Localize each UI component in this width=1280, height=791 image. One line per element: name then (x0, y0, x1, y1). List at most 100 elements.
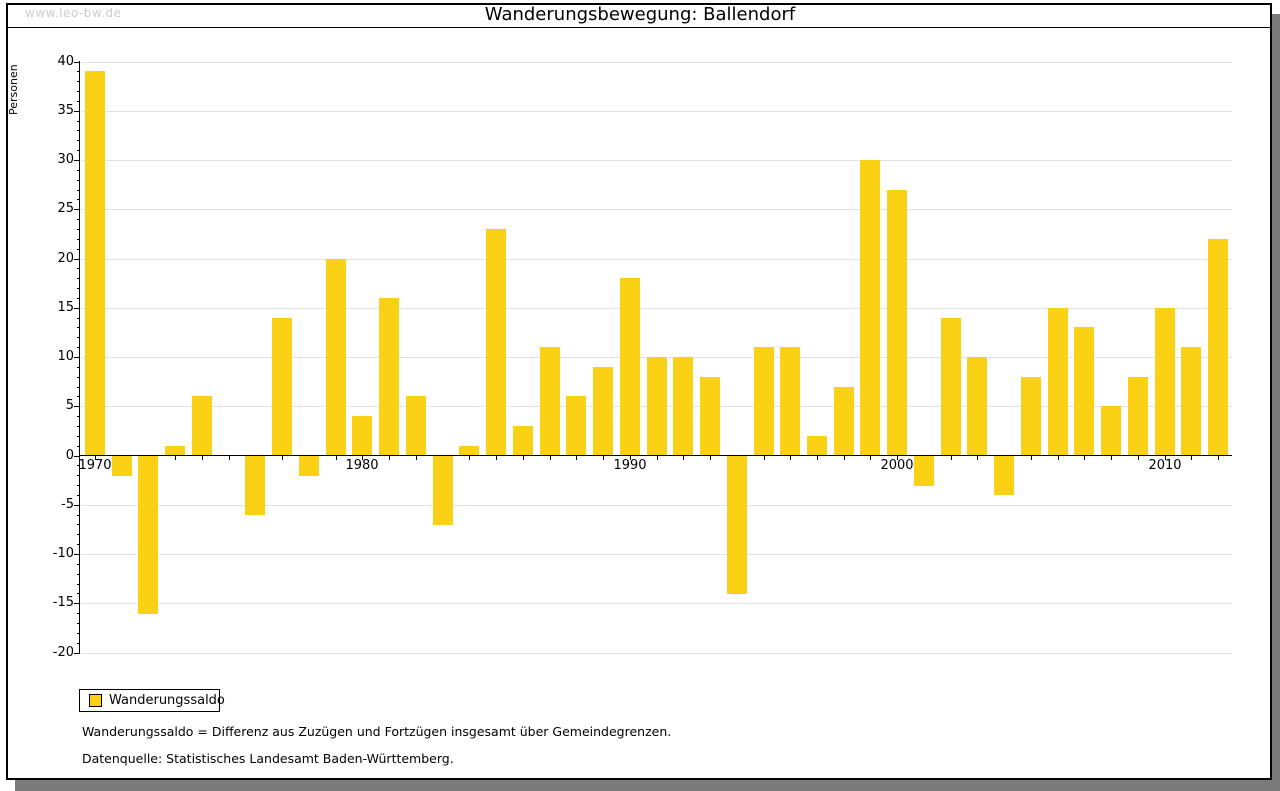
y-minor-tick (77, 249, 80, 250)
legend-label: Wanderungssaldo (109, 693, 225, 708)
x-tick-1974 (202, 456, 203, 460)
y-minor-tick (77, 180, 80, 181)
bar-1974 (192, 396, 212, 455)
y-minor-tick (77, 318, 80, 319)
bar-2009 (1128, 377, 1148, 456)
y-minor-tick (77, 367, 80, 368)
y-minor-tick (77, 584, 80, 585)
bar-2002 (941, 318, 961, 456)
x-tick-1998 (844, 456, 845, 460)
y-minor-tick (77, 298, 80, 299)
x-tick-1999 (870, 456, 871, 460)
y-tick-label-25: 25 (57, 201, 74, 216)
y-major-tick (74, 111, 80, 112)
y-major-tick (74, 160, 80, 161)
x-tick-1989 (603, 456, 604, 460)
y-tick-label--5: -5 (61, 497, 74, 512)
y-tick-label-5: 5 (65, 398, 74, 413)
bar-1985 (486, 229, 506, 456)
y-minor-tick (77, 337, 80, 338)
gridline-y--5 (81, 505, 1232, 506)
gridline-y-30 (81, 160, 1232, 161)
y-minor-tick (77, 327, 80, 328)
bar-1986 (513, 426, 533, 456)
footnote-definition: Wanderungssaldo = Differenz aus Zuzügen … (82, 724, 672, 739)
y-minor-tick (77, 219, 80, 220)
bar-2006 (1048, 308, 1068, 456)
y-tick-label-10: 10 (57, 349, 74, 364)
x-tick-label-1980: 1980 (345, 458, 379, 473)
bar-1977 (272, 318, 292, 456)
bar-1998 (834, 387, 854, 456)
bar-1973 (165, 446, 185, 456)
x-tick-2002 (951, 456, 952, 460)
bar-1987 (540, 347, 560, 455)
bar-1982 (406, 396, 426, 455)
footnote-source: Datenquelle: Statistisches Landesamt Bad… (82, 751, 454, 766)
y-minor-tick (77, 485, 80, 486)
x-tick-2007 (1084, 456, 1085, 460)
bar-1995 (754, 347, 774, 455)
y-minor-tick (77, 199, 80, 200)
x-tick-2000 (897, 456, 898, 460)
y-major-tick (74, 456, 80, 457)
x-tick-2012 (1218, 456, 1219, 460)
gridline-y-20 (81, 259, 1232, 260)
x-tick-label-2000: 2000 (880, 458, 914, 473)
y-minor-tick (77, 495, 80, 496)
y-tick-label-30: 30 (57, 152, 74, 167)
y-minor-tick (77, 190, 80, 191)
bar-1981 (379, 298, 399, 456)
x-tick-1986 (523, 456, 524, 460)
x-tick-1995 (764, 456, 765, 460)
x-tick-1980 (362, 456, 363, 460)
x-tick-1991 (657, 456, 658, 460)
y-minor-tick (77, 150, 80, 151)
x-tick-2006 (1058, 456, 1059, 460)
x-tick-1977 (282, 456, 283, 460)
y-major-tick (74, 505, 80, 506)
gridline-y-15 (81, 308, 1232, 309)
y-minor-tick (77, 544, 80, 545)
y-major-tick (74, 308, 80, 309)
legend: Wanderungssaldo (79, 689, 225, 712)
bar-1983 (433, 456, 453, 525)
bar-1994 (727, 456, 747, 594)
x-tick-1982 (416, 456, 417, 460)
y-minor-tick (77, 229, 80, 230)
y-minor-tick (77, 564, 80, 565)
x-tick-2005 (1031, 456, 1032, 460)
y-minor-tick (77, 288, 80, 289)
y-minor-tick (77, 81, 80, 82)
y-tick-label-20: 20 (57, 251, 74, 266)
bar-1996 (780, 347, 800, 455)
x-tick-label-1970: 1970 (78, 458, 112, 473)
bar-1976 (245, 456, 265, 515)
y-minor-tick (77, 593, 80, 594)
y-minor-tick (77, 239, 80, 240)
x-tick-label-2010: 2010 (1148, 458, 1182, 473)
y-minor-tick (77, 130, 80, 131)
bar-1978 (299, 456, 319, 476)
bar-1988 (566, 396, 586, 455)
y-minor-tick (77, 278, 80, 279)
x-tick-1990 (630, 456, 631, 460)
bar-1970 (85, 71, 105, 455)
y-minor-tick (77, 377, 80, 378)
y-major-tick (74, 259, 80, 260)
bar-1997 (807, 436, 827, 456)
y-minor-tick (77, 574, 80, 575)
y-minor-tick (77, 613, 80, 614)
x-tick-1992 (683, 456, 684, 460)
y-major-tick (74, 653, 80, 654)
y-tick-label-0: 0 (65, 448, 74, 463)
gridline-y-40 (81, 62, 1232, 63)
bar-1992 (673, 357, 693, 456)
y-minor-tick (77, 387, 80, 388)
x-tick-1996 (790, 456, 791, 460)
y-tick-label-40: 40 (57, 54, 74, 69)
y-tick-label--15: -15 (52, 595, 74, 610)
bar-2008 (1101, 406, 1121, 455)
x-tick-2008 (1111, 456, 1112, 460)
